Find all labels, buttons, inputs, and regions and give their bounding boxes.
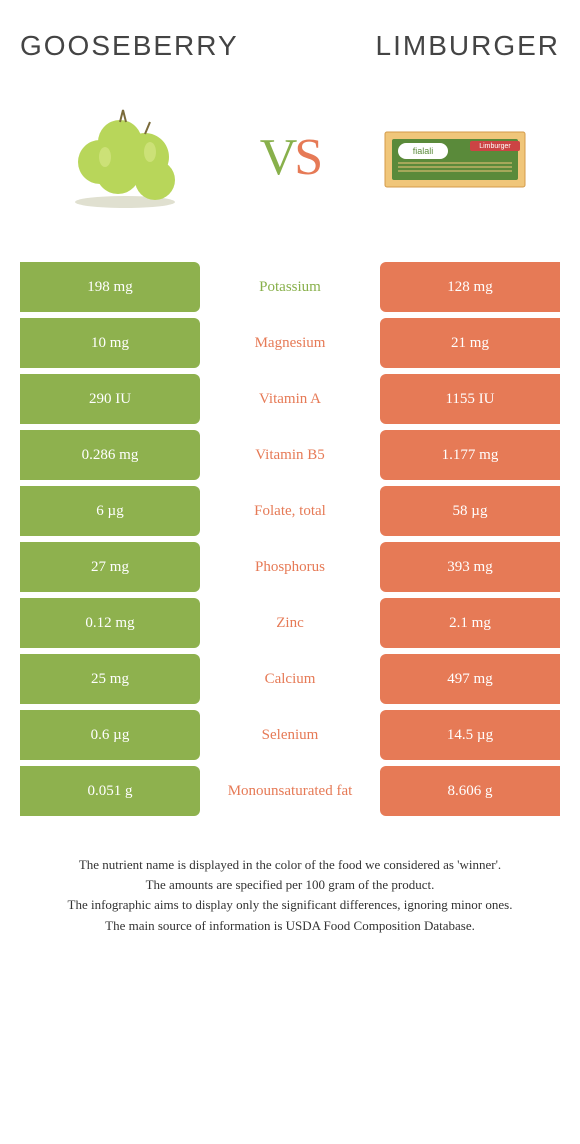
- table-row: 0.12 mgZinc2.1 mg: [20, 598, 560, 648]
- nutrient-name: Potassium: [200, 279, 380, 296]
- nutrient-name: Calcium: [200, 671, 380, 688]
- value-right: 58 µg: [380, 486, 560, 536]
- value-right: 393 mg: [380, 542, 560, 592]
- value-right: 14.5 µg: [380, 710, 560, 760]
- table-row: 27 mgPhosphorus393 mg: [20, 542, 560, 592]
- nutrient-name: Folate, total: [200, 503, 380, 520]
- value-right: 1155 IU: [380, 374, 560, 424]
- footer-line: The main source of information is USDA F…: [20, 917, 560, 935]
- vs-s: S: [294, 129, 320, 186]
- images-row: VS fialali Limburger: [20, 92, 560, 222]
- table-row: 0.6 µgSelenium14.5 µg: [20, 710, 560, 760]
- svg-text:fialali: fialali: [413, 146, 434, 156]
- table-row: 0.286 mgVitamin B51.177 mg: [20, 430, 560, 480]
- value-left: 27 mg: [20, 542, 200, 592]
- table-row: 6 µgFolate, total58 µg: [20, 486, 560, 536]
- value-right: 8.606 g: [380, 766, 560, 816]
- nutrient-name: Vitamin B5: [200, 447, 380, 464]
- footer-notes: The nutrient name is displayed in the co…: [20, 856, 560, 935]
- vs-label: VS: [260, 128, 320, 187]
- footer-line: The amounts are specified per 100 gram o…: [20, 876, 560, 894]
- value-left: 0.6 µg: [20, 710, 200, 760]
- value-right: 1.177 mg: [380, 430, 560, 480]
- value-right: 497 mg: [380, 654, 560, 704]
- value-right: 21 mg: [380, 318, 560, 368]
- value-left: 0.286 mg: [20, 430, 200, 480]
- value-left: 6 µg: [20, 486, 200, 536]
- table-row: 10 mgMagnesium21 mg: [20, 318, 560, 368]
- value-left: 25 mg: [20, 654, 200, 704]
- gooseberry-image: [50, 92, 200, 222]
- value-right: 2.1 mg: [380, 598, 560, 648]
- svg-text:Limburger: Limburger: [479, 143, 511, 150]
- titles-row: GOOSEBERRY LIMBURGER: [20, 30, 560, 62]
- table-row: 290 IUVitamin A1155 IU: [20, 374, 560, 424]
- nutrient-name: Selenium: [200, 727, 380, 744]
- nutrient-name: Magnesium: [200, 335, 380, 352]
- value-right: 128 mg: [380, 262, 560, 312]
- table-row: 198 mgPotassium128 mg: [20, 262, 560, 312]
- nutrient-name: Vitamin A: [200, 391, 380, 408]
- value-left: 290 IU: [20, 374, 200, 424]
- value-left: 0.051 g: [20, 766, 200, 816]
- table-row: 25 mgCalcium497 mg: [20, 654, 560, 704]
- table-row: 0.051 gMonounsaturated fat8.606 g: [20, 766, 560, 816]
- vs-v: V: [260, 129, 295, 186]
- nutrient-name: Monounsaturated fat: [200, 783, 380, 800]
- title-left: GOOSEBERRY: [20, 30, 239, 62]
- value-left: 0.12 mg: [20, 598, 200, 648]
- footer-line: The nutrient name is displayed in the co…: [20, 856, 560, 874]
- nutrient-table: 198 mgPotassium128 mg 10 mgMagnesium21 mg…: [20, 262, 560, 816]
- value-left: 198 mg: [20, 262, 200, 312]
- nutrient-name: Zinc: [200, 615, 380, 632]
- footer-line: The infographic aims to display only the…: [20, 896, 560, 914]
- value-left: 10 mg: [20, 318, 200, 368]
- title-right: LIMBURGER: [376, 30, 560, 62]
- limburger-image: fialali Limburger: [380, 92, 530, 222]
- nutrient-name: Phosphorus: [200, 559, 380, 576]
